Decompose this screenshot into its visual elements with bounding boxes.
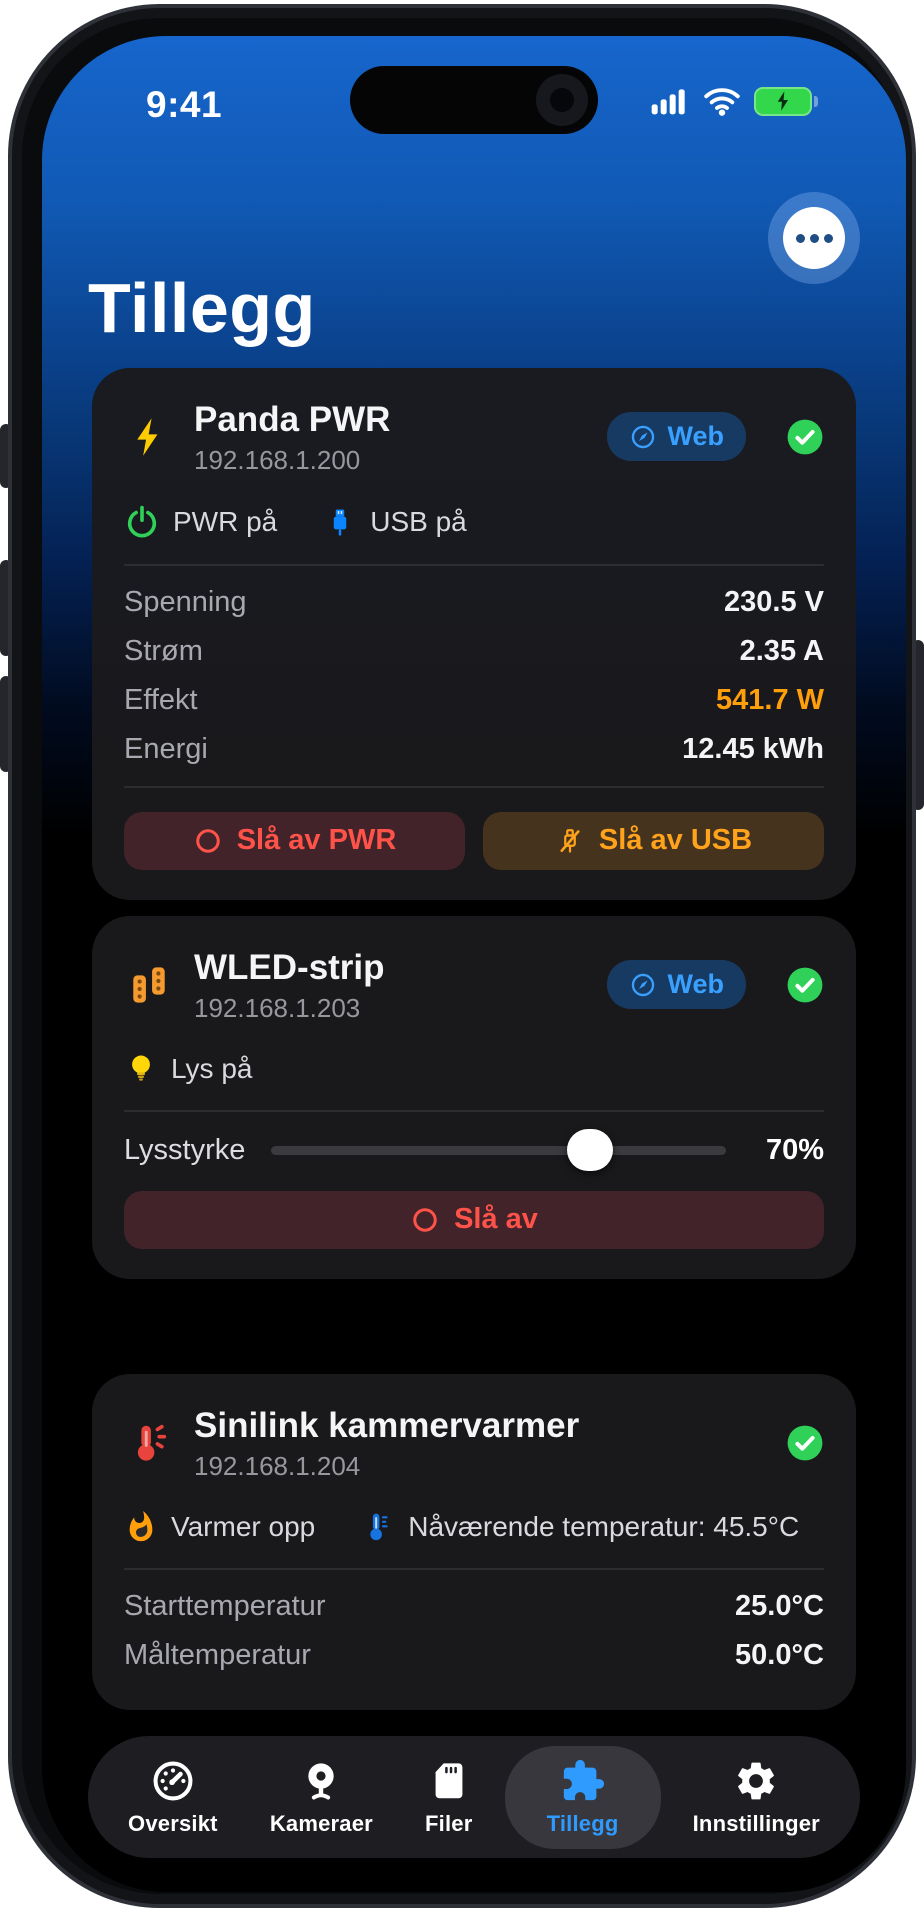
dynamic-island [350, 66, 598, 134]
metric-row: Måltemperatur 50.0°C [124, 1638, 824, 1671]
device-name: WLED-strip [194, 948, 385, 987]
divider [124, 563, 824, 566]
device-card-wled-strip: WLED-strip 192.168.1.203 Web [92, 916, 856, 1279]
usb-plug-icon [334, 509, 347, 536]
wifi-icon [704, 88, 740, 116]
usb-status: USB på [323, 505, 467, 539]
status-row: PWR på USB på [124, 504, 824, 540]
brightness-label: Lysstyrke [124, 1133, 246, 1166]
metric-row: Starttemperatur 25.0°C [124, 1589, 824, 1622]
sd-card-icon [435, 1762, 463, 1798]
tab-filer[interactable]: Filer [405, 1746, 492, 1849]
thermometer-icon [370, 1513, 388, 1540]
tab-bar: Oversikt Kameraer File [88, 1736, 860, 1858]
status-row: Lys på [124, 1052, 824, 1086]
device-ip: 192.168.1.204 [194, 1450, 361, 1481]
tab-tillegg[interactable]: Tillegg [504, 1745, 661, 1849]
phone-frame: 9:41 [8, 4, 916, 1908]
page-title: Tillegg [88, 269, 316, 347]
more-button[interactable] [768, 192, 860, 284]
status-bar-time: 9:41 [146, 84, 223, 125]
divider [124, 1567, 824, 1570]
power-off-icon [413, 1208, 437, 1232]
compass-icon [632, 425, 655, 449]
device-ip: 192.168.1.203 [194, 992, 361, 1023]
brightness-slider-thumb[interactable] [566, 1129, 613, 1172]
lightbulb-icon [132, 1055, 150, 1081]
card-header: Panda PWR 192.168.1.200 Web [124, 398, 824, 476]
brightness-row: Lysstyrke 70% [124, 1129, 824, 1172]
status-row: Varmer opp Nåværende temperatur: 45.5°C [124, 1510, 824, 1544]
flame-icon [129, 1510, 153, 1541]
metric-row: Spenning 230.5 V [124, 585, 824, 618]
front-camera-lens [536, 74, 588, 126]
card-header: WLED-strip 192.168.1.203 Web [124, 946, 824, 1024]
webcam-icon [308, 1762, 335, 1799]
device-name: Panda PWR [194, 400, 391, 439]
online-check-icon [787, 1425, 823, 1461]
battery-cap [814, 95, 818, 107]
battery-charge-fill [754, 86, 812, 116]
device-name: Sinilink kammervarmer [194, 1406, 580, 1445]
web-button[interactable]: Web [607, 960, 746, 1010]
ellipsis-icon [783, 207, 845, 269]
hot-thermometer-icon [124, 1418, 174, 1468]
device-ip: 192.168.1.200 [194, 444, 361, 475]
heating-status: Varmer opp [124, 1510, 315, 1544]
brightness-slider[interactable] [271, 1129, 726, 1172]
online-check-icon [787, 419, 823, 455]
tab-kameraer[interactable]: Kameraer [250, 1746, 393, 1849]
card-header: Sinilink kammervarmer 192.168.1.204 [124, 1404, 824, 1482]
web-button[interactable]: Web [607, 412, 746, 462]
turn-off-usb-button[interactable]: Slå av USB [483, 811, 824, 870]
metric-row: Strøm 2.35 A [124, 634, 824, 667]
tab-oversikt[interactable]: Oversikt [108, 1746, 238, 1849]
lightning-bolt-icon [124, 412, 174, 462]
pwr-status: PWR på [124, 504, 277, 540]
device-card-panda-pwr: Panda PWR 192.168.1.200 Web [92, 368, 856, 900]
metric-row: Energi 12.45 kWh [124, 732, 824, 765]
turn-off-button[interactable]: Slå av [124, 1190, 824, 1249]
divider [124, 785, 824, 788]
online-check-icon [787, 967, 823, 1003]
current-temperature-status: Nåværende temperatur: 45.5°C [361, 1510, 799, 1544]
metric-row: Effekt 541.7 W [124, 683, 824, 716]
gear-icon [738, 1762, 775, 1799]
brightness-value: 70% [765, 1133, 824, 1166]
status-bar-icons [650, 86, 818, 116]
power-on-icon [127, 505, 157, 538]
device-card-sinilink-heater: Sinilink kammervarmer 192.168.1.204 [92, 1374, 856, 1710]
turn-off-pwr-button[interactable]: Slå av PWR [124, 811, 465, 870]
led-strip-icon [124, 960, 174, 1010]
gauge-icon [153, 1761, 193, 1800]
puzzle-icon [563, 1759, 604, 1800]
power-off-icon [195, 829, 220, 853]
compass-icon [632, 973, 655, 997]
tab-innstillinger[interactable]: Innstillinger [673, 1746, 840, 1849]
light-status: Lys på [124, 1052, 252, 1086]
divider [124, 1109, 824, 1112]
usb-off-icon [560, 828, 580, 853]
cellular-signal-icon [651, 89, 685, 115]
phone-screen: 9:41 [42, 36, 906, 1892]
battery-icon [754, 86, 818, 116]
